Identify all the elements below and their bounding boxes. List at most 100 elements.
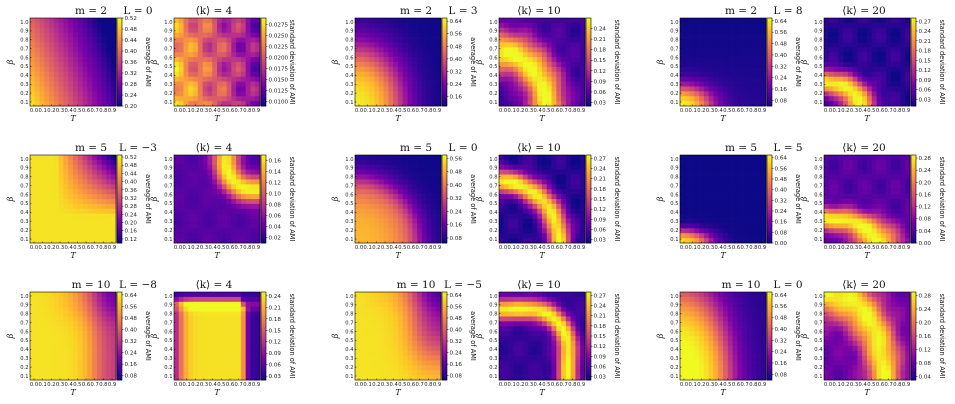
y-tick-label: 0.4 <box>670 210 679 216</box>
heatmap-cell <box>77 194 83 200</box>
heatmap-cell <box>522 164 529 171</box>
heatmap-cell <box>532 213 538 219</box>
heatmap-cell <box>178 101 184 107</box>
colorbar-segment <box>442 37 447 41</box>
heatmap-cell <box>188 18 194 24</box>
heatmap-cell <box>355 184 361 190</box>
heatmap-cell <box>570 66 576 73</box>
heatmap-cell <box>30 233 36 239</box>
y-tick-label: 0.9 <box>20 166 28 172</box>
heatmap-cell <box>847 71 854 78</box>
heatmap-cell <box>53 194 60 200</box>
heatmap-cell <box>30 184 36 190</box>
heatmap-cell <box>398 233 404 239</box>
heatmap-cell <box>876 22 882 29</box>
x-axis-label: T <box>864 114 870 123</box>
heatmap-cell <box>532 57 538 63</box>
heatmap-cell <box>713 164 719 171</box>
heatmap-cell <box>77 91 83 97</box>
heatmap-cell <box>890 174 897 180</box>
colorbar-segment <box>117 157 122 160</box>
heatmap-cell <box>436 238 442 244</box>
heatmap-cell <box>398 47 404 53</box>
heatmap-cell <box>532 18 538 24</box>
heatmap-cell <box>689 169 695 175</box>
heatmap-cell <box>890 32 897 38</box>
heatmap-cell <box>398 81 404 87</box>
heatmap-cell <box>737 184 743 190</box>
x-tick-label: 0.6 <box>226 245 234 251</box>
heatmap-cell <box>852 62 858 68</box>
heatmap-cell <box>761 47 767 53</box>
heatmap-cell <box>73 159 79 166</box>
heatmap-cell <box>857 18 863 24</box>
colorbar-segment <box>261 29 266 32</box>
y-tick-label: 0.9 <box>345 29 353 35</box>
heatmap-cell <box>417 199 423 205</box>
heatmap-cell <box>202 199 208 205</box>
heatmap-cell <box>217 27 223 34</box>
heatmap-cell <box>417 213 423 219</box>
colorbar-segment <box>767 22 772 25</box>
heatmap-cell <box>708 22 714 29</box>
heatmap-cell <box>111 164 117 171</box>
heatmap-cell <box>746 47 753 53</box>
heatmap-cell <box>727 71 733 78</box>
heatmap-cell <box>689 174 695 180</box>
heatmap-cell <box>876 37 882 43</box>
heatmap-cell <box>431 101 437 107</box>
heatmap-cell <box>527 27 533 34</box>
heatmap-cell <box>212 155 218 161</box>
heatmap-cell <box>518 199 524 205</box>
heatmap-cell <box>183 218 189 224</box>
heatmap-cell <box>217 76 223 82</box>
heatmap-cell <box>551 66 557 73</box>
heatmap-cell <box>833 57 839 63</box>
heatmap-cell <box>527 203 533 210</box>
heatmap-cell <box>508 91 514 97</box>
heatmap-cell <box>871 223 877 229</box>
colorbar-segment <box>586 26 591 30</box>
heatmap-cell <box>575 81 581 87</box>
heatmap-cell <box>374 199 380 205</box>
heatmap-cell <box>843 203 849 210</box>
heatmap-cell <box>193 57 199 63</box>
heatmap-cell <box>561 42 567 48</box>
heatmap-cell <box>761 22 767 29</box>
colorbar-segment <box>442 210 447 213</box>
colorbar-segment <box>911 97 916 100</box>
heatmap-cell <box>503 32 509 38</box>
heatmap-cell <box>178 179 184 185</box>
heatmap-cell <box>881 179 887 185</box>
colorbar-segment <box>261 46 266 50</box>
heatmap-cell <box>111 32 117 38</box>
heatmap-cell <box>862 184 868 190</box>
heatmap-cell <box>824 32 830 38</box>
heatmap-cell <box>867 57 873 63</box>
heatmap-cell <box>364 71 370 78</box>
heatmap-cell <box>217 233 223 239</box>
colorbar-segment <box>767 214 772 217</box>
colorbar-segment <box>586 31 591 34</box>
heatmap-cell <box>727 66 733 73</box>
heatmap-cell <box>522 169 529 175</box>
heatmap-cell <box>732 86 738 92</box>
heatmap-cell <box>412 189 418 195</box>
heatmap-cell <box>713 57 719 63</box>
heatmap-cell <box>106 81 112 87</box>
heatmap-cell <box>207 164 213 171</box>
heatmap-cell <box>359 32 365 38</box>
heatmap-cell <box>895 101 901 107</box>
heatmap-cell <box>245 71 251 78</box>
heatmap-cell <box>508 101 514 107</box>
heatmap-cell <box>546 164 552 171</box>
heatmap-cell <box>398 218 404 224</box>
heatmap-cell <box>852 155 858 161</box>
heatmap-cell <box>761 223 767 229</box>
heatmap-cell <box>881 203 887 210</box>
heatmap-cell <box>412 169 418 175</box>
y-axis-label: β <box>475 196 484 202</box>
heatmap-cell <box>680 96 686 102</box>
heatmap-cell <box>522 47 529 53</box>
heatmap-cell <box>703 179 710 185</box>
